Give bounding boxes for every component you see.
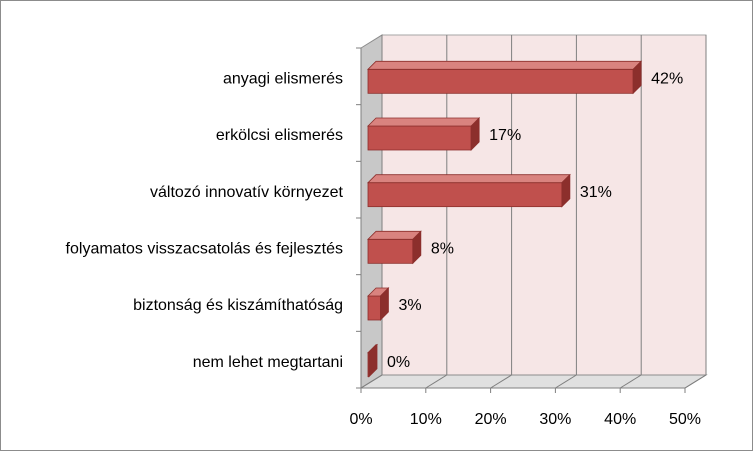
data-label: 3% [398, 297, 421, 314]
bar-top [367, 60, 643, 70]
data-label: 17% [489, 127, 521, 144]
x-tick-label: 10% [410, 411, 442, 428]
data-label: 8% [431, 241, 454, 258]
category-label: anyagi elismerés [223, 71, 343, 88]
category-label: biztonság és kiszámíthatóság [133, 297, 343, 314]
data-label: 31% [580, 184, 612, 201]
gridline-floor [490, 374, 512, 389]
bar-side [368, 343, 378, 378]
bar-top [367, 117, 481, 127]
category-label: folyamatos visszacsatolás és fejlesztés [66, 241, 343, 258]
gridline-floor [425, 374, 448, 389]
bar-side [412, 230, 422, 265]
bar-side [632, 60, 642, 95]
category-label: nem lehet megtartani [193, 354, 343, 371]
x-tick-label: 50% [669, 411, 701, 428]
bar-top [367, 174, 571, 184]
category-label: változó innovatív környezet [150, 184, 344, 201]
x-tick-label: 40% [604, 411, 636, 428]
bar-side [561, 173, 571, 208]
category-label: erkölcsi elismerés [216, 127, 343, 144]
bar [367, 125, 472, 151]
bar-side [380, 287, 389, 321]
bar [367, 68, 634, 94]
gridline-floor [360, 374, 383, 389]
data-label: 42% [651, 71, 683, 88]
data-label: 0% [387, 354, 410, 371]
x-tick-label: 0% [349, 411, 372, 428]
bar [367, 295, 381, 321]
bar [367, 238, 414, 264]
x-tick-label: 30% [539, 411, 571, 428]
bar-side [470, 117, 480, 151]
bar [367, 182, 563, 208]
gridline-floor [619, 374, 642, 389]
bar-top [367, 230, 422, 240]
gridline-floor [684, 374, 707, 389]
x-tick-label: 20% [475, 411, 507, 428]
plot-floor [359, 374, 708, 389]
gridline-floor [555, 374, 577, 389]
